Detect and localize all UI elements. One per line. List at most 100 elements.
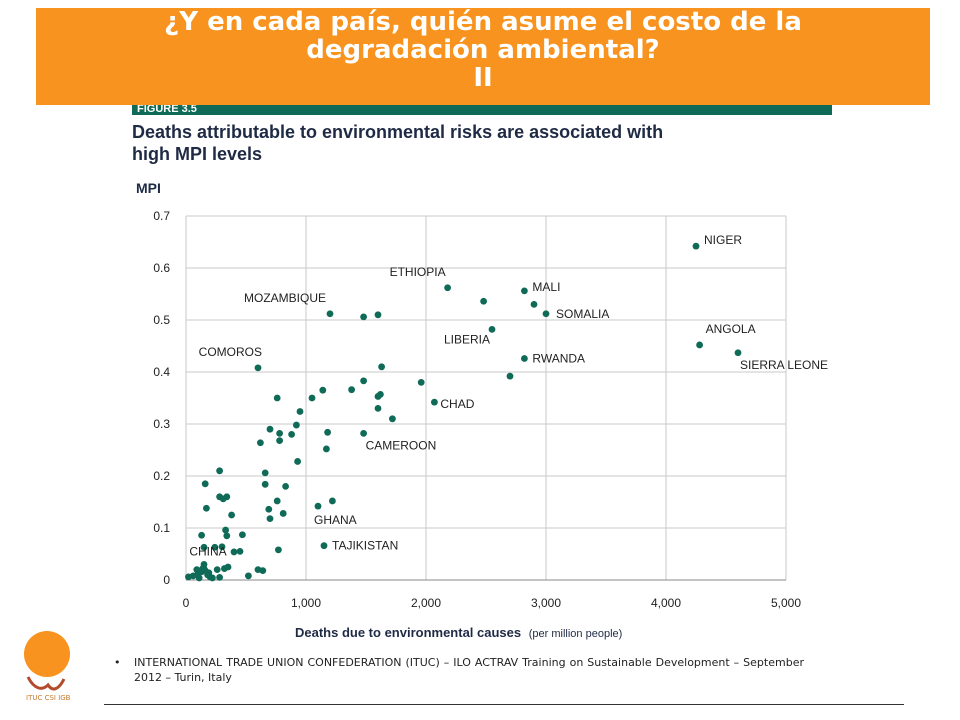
data-point [195, 574, 203, 582]
data-point [324, 428, 331, 436]
data-point [211, 543, 219, 551]
data-point [261, 480, 269, 488]
data-point [266, 425, 274, 433]
x-tick-label: 5,000 [771, 596, 801, 610]
point-labels: NIGER ETHIOPIA MALI SOMALIA MOZAMBIQUE LIBERI… [189, 233, 828, 558]
point-label-ethiopia: ETHIOPIA [390, 265, 446, 279]
data-point [348, 386, 355, 394]
data-points [185, 242, 742, 582]
data-point [223, 493, 231, 501]
point-label-angola: ANGOLA [706, 322, 756, 336]
point-label-ghana: GHANA [314, 513, 357, 527]
data-point [360, 313, 367, 321]
data-point-chad [431, 398, 438, 406]
data-point [378, 363, 385, 371]
x-tick-labels: 0 1,000 2,000 3,000 4,000 5,000 [183, 596, 802, 610]
y-tick-label: 0.1 [153, 521, 170, 535]
data-point [216, 467, 224, 475]
chart-title: Deaths attributable to environmental ris… [132, 121, 832, 165]
y-tick-labels: 0 0.1 0.2 0.3 0.4 0.5 0.6 0.7 [153, 209, 170, 587]
y-tick-label: 0.5 [153, 313, 170, 327]
y-tick-label: 0.4 [153, 365, 170, 379]
data-point-comoros [254, 364, 262, 372]
data-point [417, 379, 425, 386]
data-point [209, 574, 216, 582]
data-point-china [200, 565, 208, 572]
x-axis-label-unit: (per million people) [529, 628, 623, 640]
figure-label: FIGURE 3.5 [137, 103, 197, 115]
data-point [261, 469, 269, 477]
data-point [223, 532, 231, 540]
point-label-cameroon: CAMEROON [366, 438, 437, 452]
data-point-tajikistan [320, 542, 328, 550]
x-tick-label: 1,000 [291, 596, 321, 610]
footer-citation: • INTERNATIONAL TRADE UNION CONFEDERATIO… [112, 655, 804, 685]
data-point [273, 497, 281, 505]
data-point [198, 531, 206, 539]
footer-bullet-dot: • [114, 656, 121, 669]
y-tick-label: 0.3 [153, 417, 170, 431]
footer-text: INTERNATIONAL TRADE UNION CONFEDERATION … [134, 656, 804, 684]
data-point [296, 408, 304, 415]
data-point [273, 394, 281, 402]
data-point [293, 421, 300, 429]
ituc-logo: ITUC CSI IGB [24, 631, 72, 707]
data-point [279, 510, 287, 517]
logo-figure-icon [26, 676, 66, 691]
data-point [374, 405, 382, 412]
data-point [245, 572, 252, 580]
data-point [201, 480, 209, 488]
data-point [239, 531, 246, 539]
y-tick-label: 0.7 [153, 209, 170, 223]
chart-title-line-2: high MPI levels [132, 144, 263, 164]
point-label-chad: CHAD [440, 397, 474, 411]
point-label-mozambique: MOZAMBIQUE [244, 291, 326, 305]
data-point [213, 566, 221, 573]
data-point [308, 394, 316, 402]
point-label-liberia: LIBERIA [444, 332, 490, 346]
data-point-angola [696, 341, 703, 349]
data-point [266, 515, 274, 523]
data-point-somalia [542, 310, 550, 318]
data-point [319, 386, 327, 394]
logo-text: ITUC CSI IGB [26, 694, 71, 702]
data-point [205, 569, 213, 577]
slide-title-banner: ¿Y en cada país, quién asume el costo de… [36, 8, 930, 105]
chart-grid [185, 215, 787, 581]
point-label-comoros: COMOROS [199, 345, 262, 359]
data-point [506, 372, 514, 380]
data-point-ethiopia [444, 284, 451, 292]
point-label-china: CHINA [189, 545, 226, 559]
data-point-liberia [488, 325, 496, 333]
data-point-mozambique [326, 310, 334, 318]
x-tick-label: 0 [183, 596, 190, 610]
data-point-niger [692, 242, 700, 250]
data-point [275, 546, 282, 554]
data-point [193, 566, 201, 573]
data-point [389, 415, 396, 423]
y-axis-label: MPI [136, 180, 161, 196]
data-point [218, 543, 226, 551]
data-point [276, 429, 283, 437]
point-label-niger: NIGER [704, 233, 742, 247]
x-tick-label: 4,000 [651, 596, 681, 610]
y-tick-label: 0.2 [153, 469, 170, 483]
data-point [276, 437, 283, 445]
slide-title-line-3: II [473, 63, 493, 93]
x-axis-label: Deaths due to environmental causes (per … [295, 625, 622, 640]
data-point [282, 483, 289, 490]
figure-header-bar [132, 102, 832, 115]
data-point-sierra-leone [734, 349, 742, 357]
data-point [216, 574, 224, 581]
data-point [228, 511, 236, 519]
data-point [374, 311, 382, 319]
data-point-ghana [314, 502, 322, 510]
data-point [329, 497, 336, 505]
data-point [374, 393, 382, 400]
y-tick-label: 0.6 [153, 261, 170, 275]
data-point-mali [521, 287, 528, 295]
data-point [323, 445, 330, 453]
data-point [224, 563, 232, 571]
point-label-rwanda: RWANDA [532, 351, 585, 365]
